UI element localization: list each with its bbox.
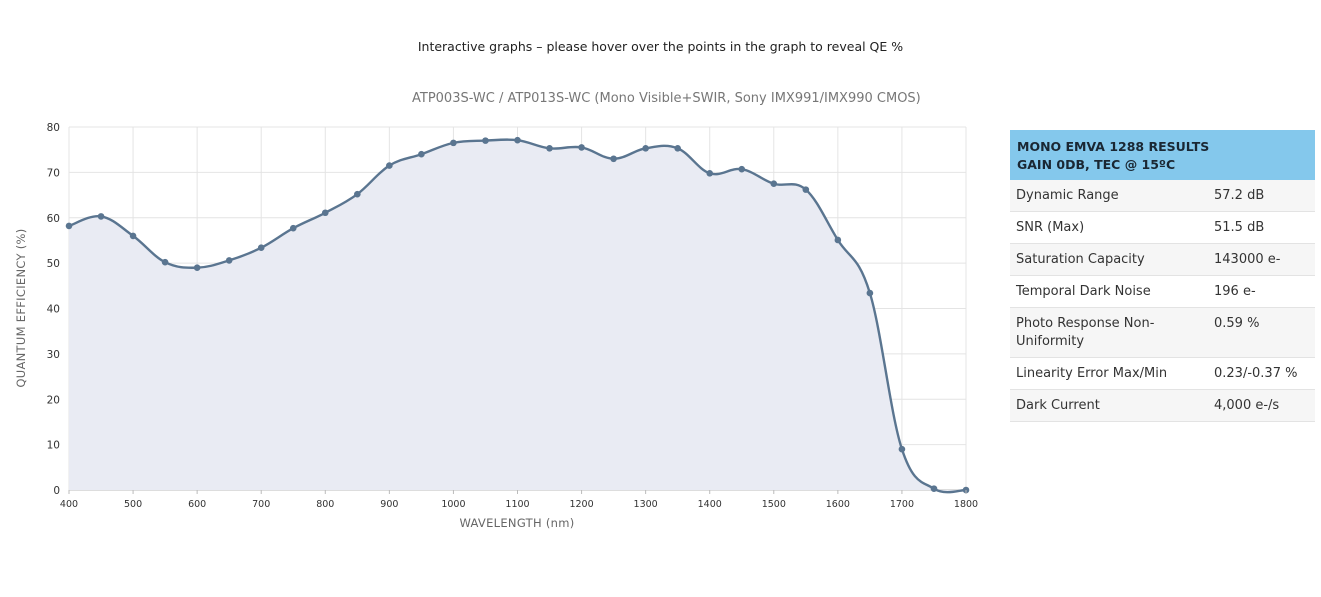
x-tick-label: 1700 <box>890 499 914 510</box>
qe-point-600[interactable]: 600 nm: 49 % <box>193 264 201 271</box>
qe-point-1350[interactable]: 1350 nm: 75.3 % <box>674 145 681 152</box>
results-header-line1: MONO EMVA 1288 RESULTS <box>1017 139 1210 154</box>
x-tick-label: 500 <box>124 499 142 510</box>
qe-point-1450[interactable]: 1450 nm: 70.7 % <box>738 165 746 173</box>
qe-point-650[interactable]: 650 nm: 50.6 % <box>225 257 233 264</box>
row-value: 0.59 % <box>1214 316 1260 331</box>
qe-line-chart[interactable]: 400 nm: 58.2 % 450 nm: 60.3 % 500 nm: 56 %… <box>0 0 1000 560</box>
qe-point-1000[interactable]: 1000 nm: 76.5 % <box>450 139 457 147</box>
table-row: Photo Response Non-Uniformity 0.59 % <box>1010 308 1315 358</box>
qe-point-1200[interactable]: 1200 nm: 75.5 % <box>578 144 585 151</box>
y-tick-label: 80 <box>47 122 60 134</box>
y-tick-label: 0 <box>53 485 60 497</box>
qe-point-500[interactable]: 500 nm: 56 % <box>129 232 137 240</box>
row-value: 0.23/-0.37 % <box>1214 366 1298 381</box>
emva-results-table: MONO EMVA 1288 RESULTS GAIN 0DB, TEC @ 1… <box>1010 130 1315 422</box>
x-tick-label: 700 <box>252 499 270 510</box>
row-label: Dark Current <box>1016 398 1100 413</box>
qe-point-1550[interactable]: 1550 nm: 66.2 % <box>802 186 810 193</box>
table-row: Temporal Dark Noise 196 e- <box>1010 276 1315 308</box>
row-label: SNR (Max) <box>1016 220 1085 235</box>
qe-data-points[interactable]: 400 nm: 58.2 % 450 nm: 60.3 % 500 nm: 56 %… <box>65 136 970 494</box>
table-row: SNR (Max) 51.5 dB <box>1010 212 1315 244</box>
qe-point-800[interactable]: 800 nm: 61.1 % <box>321 209 329 217</box>
x-tick-label: 400 <box>60 499 78 510</box>
qe-point-1700[interactable]: 1700 nm: 9 % <box>898 445 906 453</box>
x-tick-label: 1300 <box>634 499 658 510</box>
y-tick-label: 40 <box>47 304 60 316</box>
qe-point-400[interactable]: 400 nm: 58.2 % <box>65 222 73 230</box>
x-axis-label: WAVELENGTH (nm) <box>459 516 574 530</box>
qe-point-1500[interactable]: 1500 nm: 67.5 % <box>770 180 778 188</box>
x-axis-ticks: 400 500 600 700 800 900 1000 1100 1200 1300 1400 15… <box>60 490 978 510</box>
x-tick-label: 800 <box>316 499 334 510</box>
row-value: 57.2 dB <box>1214 188 1265 203</box>
table-row: Linearity Error Max/Min 0.23/-0.37 % <box>1010 358 1315 390</box>
qe-point-750[interactable]: 750 nm: 57.7 % <box>289 224 297 232</box>
row-label: Photo Response Non-Uniformity <box>1016 316 1155 349</box>
qe-point-1150[interactable]: 1150 nm: 75.3 % <box>546 145 553 152</box>
y-tick-label: 20 <box>47 394 60 406</box>
qe-point-450[interactable]: 450 nm: 60.3 % <box>97 213 105 220</box>
y-tick-label: 60 <box>47 213 60 225</box>
row-label: Temporal Dark Noise <box>1016 284 1151 299</box>
row-label: Linearity Error Max/Min <box>1016 366 1168 381</box>
qe-point-950[interactable]: 950 nm: 74 % <box>418 150 425 158</box>
table-row: Dynamic Range 57.2 dB <box>1010 180 1315 212</box>
qe-point-1050[interactable]: 1050 nm: 77 % <box>482 137 489 144</box>
results-header-line2: GAIN 0DB, TEC @ 15ºC <box>1017 157 1176 172</box>
row-value: 143000 e- <box>1214 252 1281 267</box>
row-label: Saturation Capacity <box>1016 252 1145 267</box>
qe-point-700[interactable]: 700 nm: 53.4 % <box>257 244 265 251</box>
row-label: Dynamic Range <box>1016 188 1119 203</box>
row-value: 51.5 dB <box>1214 220 1265 235</box>
qe-point-550[interactable]: 550 nm: 50.2 % <box>161 258 169 266</box>
results-header: MONO EMVA 1288 RESULTS GAIN 0DB, TEC @ 1… <box>1010 130 1315 180</box>
y-tick-label: 30 <box>47 349 60 361</box>
x-tick-label: 1000 <box>441 499 465 510</box>
qe-point-1100[interactable]: 1100 nm: 77.1 % <box>514 136 521 144</box>
qe-point-1400[interactable]: 1400 nm: 69.8 % <box>706 169 714 177</box>
row-value: 4,000 e-/s <box>1214 398 1280 413</box>
y-tick-label: 50 <box>47 258 60 270</box>
x-tick-label: 600 <box>188 499 206 510</box>
qe-point-900[interactable]: 900 nm: 71.5 % <box>386 162 393 169</box>
qe-point-850[interactable]: 850 nm: 65.2 % <box>354 190 361 198</box>
qe-series-line <box>68 138 967 494</box>
x-tick-label: 1200 <box>569 499 593 510</box>
table-row: Saturation Capacity 143000 e- <box>1010 244 1315 276</box>
x-tick-label: 900 <box>380 499 398 510</box>
x-tick-label: 1600 <box>826 499 850 510</box>
row-value: 196 e- <box>1214 284 1256 299</box>
qe-area-fill <box>69 139 966 493</box>
x-tick-label: 1400 <box>698 499 722 510</box>
table-row: Dark Current 4,000 e-/s <box>1010 390 1315 422</box>
qe-point-1750[interactable]: 1750 nm: 0.3 % <box>930 485 938 492</box>
x-tick-label: 1500 <box>762 499 786 510</box>
y-tick-label: 10 <box>47 440 60 452</box>
x-tick-label: 1100 <box>505 499 529 510</box>
y-axis-label: QUANTUM EFFICIENCY (%) <box>14 228 28 387</box>
x-tick-label: 1800 <box>954 499 978 510</box>
qe-point-1600[interactable]: 1600 nm: 55.1 % <box>834 236 842 244</box>
qe-point-1300[interactable]: 1300 nm: 75.3 % <box>642 145 649 152</box>
chart-title: ATP003S-WC / ATP013S-WC (Mono Visible+SW… <box>412 91 921 106</box>
qe-point-1650[interactable]: 1650 nm: 43.4 % <box>866 289 874 297</box>
qe-point-1250[interactable]: 1250 nm: 73 % <box>610 155 617 163</box>
y-tick-label: 70 <box>47 167 60 179</box>
instruction-text: Interactive graphs – please hover over t… <box>417 39 904 54</box>
y-axis-ticks: 0 10 20 30 40 50 60 70 80 <box>47 122 60 497</box>
